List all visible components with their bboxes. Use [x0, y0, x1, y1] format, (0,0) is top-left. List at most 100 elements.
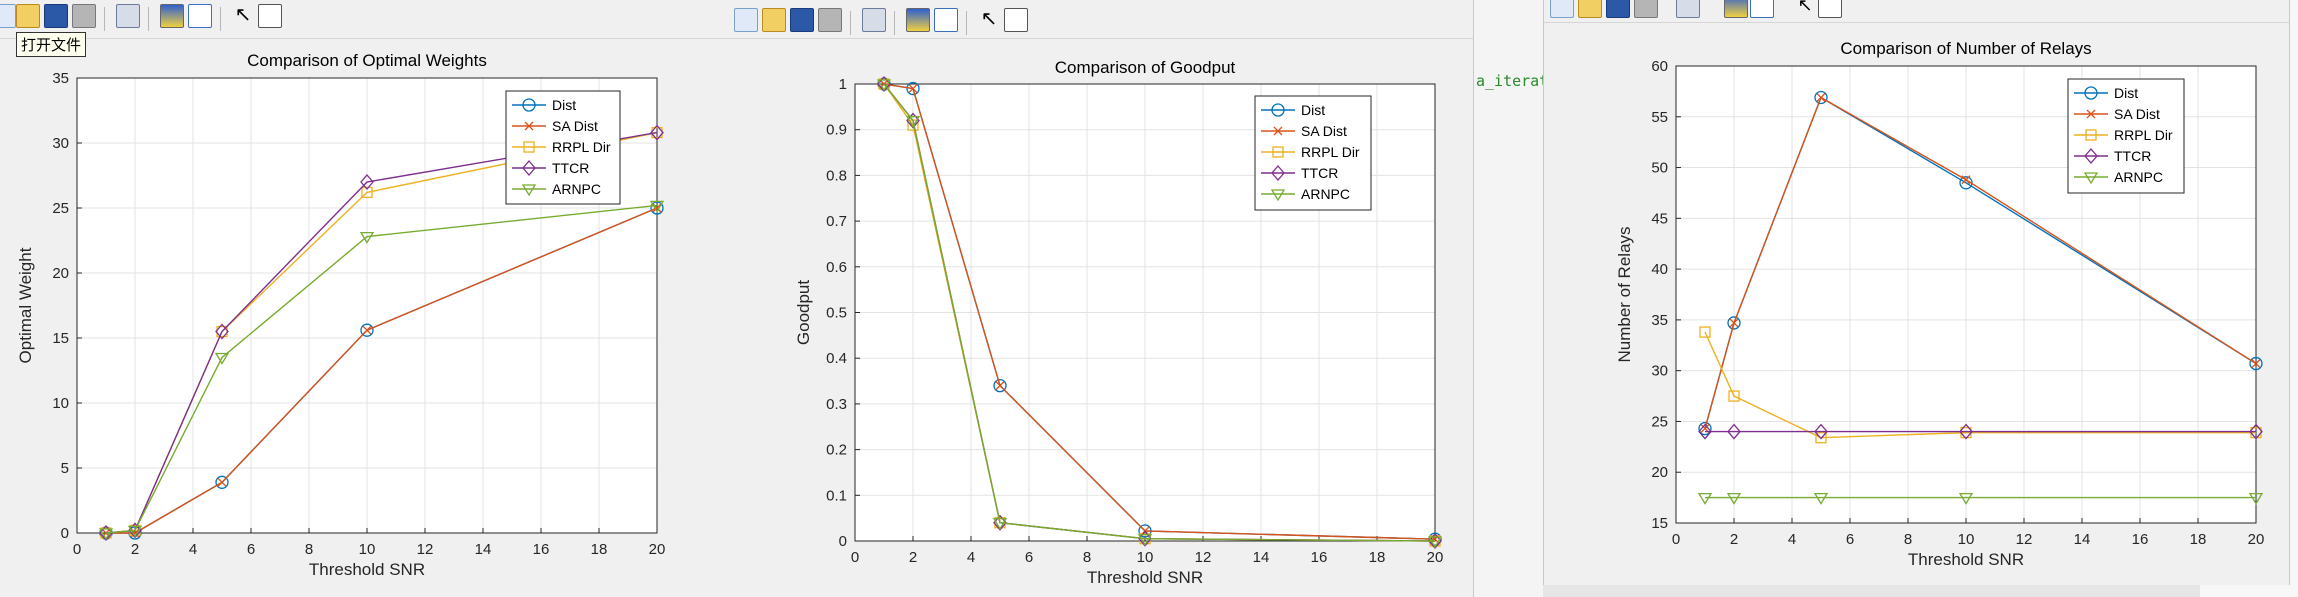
y-tick-label: 35 [1651, 312, 1668, 329]
editor-background [1473, 0, 1543, 597]
series-arnpc [98, 200, 665, 541]
y-tick-label: 10 [52, 395, 69, 412]
figure-toolbar: ↖ [728, 0, 1473, 39]
print-icon[interactable] [1634, 0, 1658, 18]
y-tick-label: 0.2 [826, 442, 847, 459]
y-axis-label: Optimal Weight [16, 247, 35, 363]
data-point [1698, 423, 1712, 440]
legend-label: Dist [2114, 85, 2138, 101]
legend: Dist SA Dist RRPL Dir TTCR ARNPC [505, 90, 621, 205]
y-tick-label: 55 [1651, 109, 1668, 126]
figure-window-optimal-weights[interactable]: ↖ 0 2 4 6 8 10 12 14 16 18 20 0 5 10 15 20 25 30 35 Compari… [0, 0, 729, 597]
figure-window-number-of-relays[interactable]: ↖ 0 2 4 6 8 10 12 14 16 18 20 15 20 25 30 35 40 45 50 55 60 C… [1543, 0, 2290, 585]
y-tick-label: 20 [1651, 464, 1668, 481]
goodput-chart: 0 2 4 6 8 10 12 14 16 18 20 0 0.1 0.2 0.3 0.4 0.5 0.6 0.7 0… [794, 58, 1443, 587]
pointer-icon[interactable]: ↖ [234, 4, 252, 26]
colorbar-icon[interactable] [1724, 0, 1748, 18]
save-icon[interactable] [44, 4, 68, 28]
y-tick-label: 0.4 [826, 350, 847, 367]
data-point [215, 323, 229, 340]
data-point [2249, 356, 2263, 371]
legend-marker [1270, 189, 1286, 202]
y-tick-label: 0.5 [826, 305, 847, 322]
legend-label: SA Dist [1301, 123, 1347, 139]
colorbar-icon[interactable] [906, 8, 930, 32]
data-point [908, 84, 918, 94]
property-inspector-icon[interactable] [1004, 8, 1028, 32]
legend: Dist SA Dist RRPL Dir TTCR ARNPC [2067, 78, 2185, 194]
y-tick-label: 25 [52, 200, 69, 217]
data-point [2251, 359, 2261, 369]
data-point [1727, 316, 1741, 330]
legend-icon[interactable] [934, 8, 958, 32]
data-point [1813, 492, 1829, 505]
new-figure-icon[interactable] [1550, 0, 1574, 18]
legend-marker [523, 141, 535, 153]
print-icon[interactable] [818, 8, 842, 32]
new-figure-icon[interactable] [734, 8, 758, 32]
data-point [906, 81, 920, 96]
pointer-icon[interactable]: ↖ [980, 8, 998, 30]
series-line [105, 204, 658, 534]
legend-label: SA Dist [552, 118, 598, 134]
open-file-icon[interactable] [762, 8, 786, 32]
axes-box [854, 83, 1436, 542]
data-point [1959, 423, 1973, 440]
data-point [1814, 90, 1828, 105]
data-point [2249, 423, 2263, 440]
open-file-icon[interactable] [16, 4, 40, 28]
new-figure-icon[interactable] [0, 4, 16, 28]
pointer-icon[interactable]: ↖ [1797, 0, 1813, 15]
y-tick-label: 30 [52, 135, 69, 152]
chart-title: Comparison of Optimal Weights [247, 51, 487, 70]
save-icon[interactable] [1606, 0, 1630, 18]
y-tick-label: 15 [1651, 515, 1668, 532]
y-tick-label: 5 [61, 460, 69, 477]
figure-window-goodput[interactable]: ↖ 0 2 4 6 8 10 12 14 16 18 20 0 0.1 0.2 0.3 0.4 0.5 0.6 0.… [728, 0, 1474, 597]
series-arnpc [876, 79, 1443, 549]
data-point [651, 126, 663, 139]
colorbar-icon[interactable] [160, 4, 184, 28]
open-file-icon[interactable] [1578, 0, 1602, 18]
data-point [216, 325, 228, 338]
y-tick-label: 0.1 [826, 487, 847, 504]
x-axis-label: Threshold SNR [1087, 568, 1203, 587]
chart-title: Comparison of Number of Relays [1840, 39, 2091, 58]
y-tick-label: 20 [52, 265, 69, 282]
x-tick-label: 20 [649, 541, 666, 558]
y-tick-label: 15 [52, 330, 69, 347]
x-tick-label: 18 [591, 541, 608, 558]
legend-label: SA Dist [2114, 106, 2160, 122]
legend-marker [1271, 103, 1285, 117]
x-axis-label: Threshold SNR [309, 560, 425, 579]
x-tick-label: 16 [533, 541, 550, 558]
open-file-tooltip: 打开文件 [16, 32, 87, 57]
legend-label: TTCR [552, 160, 589, 176]
property-inspector-icon[interactable] [258, 4, 282, 28]
x-tick-label: 0 [73, 541, 81, 558]
x-tick-label: 4 [967, 549, 975, 566]
save-icon[interactable] [790, 8, 814, 32]
property-inspector-icon[interactable] [1818, 0, 1842, 18]
legend-marker [2083, 172, 2099, 185]
data-point [1729, 318, 1739, 328]
legend-icon[interactable] [188, 4, 212, 28]
x-tick-label: 0 [1672, 531, 1680, 548]
number-of-relays-chart: 0 2 4 6 8 10 12 14 16 18 20 15 20 25 30 35 40 45 50 55 60 Com… [1615, 39, 2264, 569]
legend-icon[interactable] [1750, 0, 1774, 18]
optimal-weights-chart: 0 2 4 6 8 10 12 14 16 18 20 0 5 10 15 20 25 30 35 Compariso… [16, 51, 666, 579]
link-plot-icon[interactable] [116, 4, 140, 28]
legend-marker [1273, 126, 1283, 136]
axes-box [76, 77, 658, 534]
link-plot-icon[interactable] [862, 8, 886, 32]
data-point [1814, 423, 1828, 440]
link-plot-icon[interactable] [1676, 0, 1700, 18]
x-axis-label: Threshold SNR [1908, 550, 2024, 569]
legend-label: ARNPC [552, 181, 601, 197]
x-tick-label: 8 [1904, 531, 1912, 548]
x-tick-label: 12 [1195, 549, 1212, 566]
series-ttcr [1698, 423, 2263, 440]
print-icon[interactable] [72, 4, 96, 28]
data-point [1697, 492, 1713, 505]
data-point [649, 200, 665, 213]
